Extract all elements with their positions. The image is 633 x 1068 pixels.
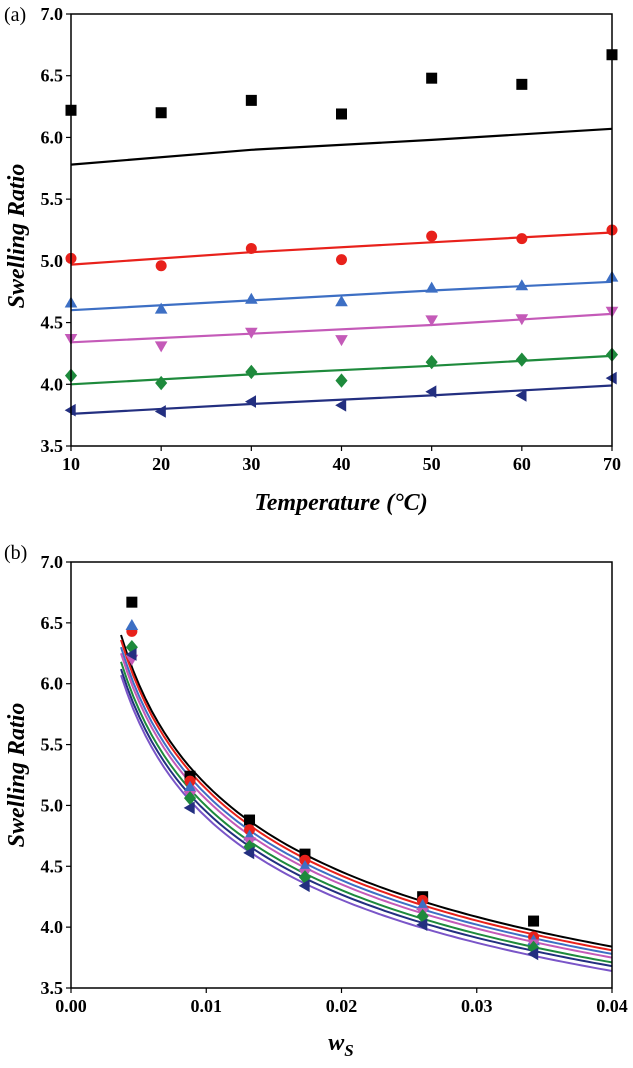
panel-b-ytick-label-5: 6.0	[41, 674, 64, 694]
panel-a-point-s1-3	[336, 254, 347, 266]
panel-a-point-s4-5	[515, 352, 528, 367]
panel-a-xlabel: Temperature (°C)	[254, 490, 427, 516]
panel-b-ylabel: Swelling Ratio	[4, 703, 30, 848]
panel-a-ytick-label-7: 7.0	[41, 4, 64, 24]
panel-b-point-s2-1	[183, 780, 197, 792]
panel-b-xlabel: wS	[328, 1030, 353, 1060]
panel-a-point-s0-4	[426, 72, 438, 84]
panel-a-data-points	[64, 49, 619, 418]
panel-a-point-s4-4	[425, 354, 438, 370]
panel-a-ytick-label-2: 4.5	[41, 313, 64, 333]
panel-a-point-s4-2	[245, 364, 258, 380]
panel-b-xlabel-main: w	[328, 1030, 345, 1056]
panel-b-point-s0-5	[528, 915, 540, 927]
panel-b-point-s5-4	[416, 918, 428, 932]
panel-b-ytick-label-7: 7.0	[41, 552, 64, 572]
panel-b-label: (b)	[4, 542, 27, 564]
panel-a-point-s2-2	[245, 292, 258, 304]
panel-b-ytick-label-1: 4.0	[41, 917, 64, 937]
panel-b-ytick-label-2: 4.5	[41, 856, 64, 876]
panel-b: (b) Swelling Ratio wS 3.5 4.0 4.5 5.0 5.5 6.0…	[4, 542, 628, 1060]
panel-a-point-s5-5	[515, 389, 527, 402]
panel-b-ytick-label-3: 5.0	[41, 795, 64, 815]
panel-b-data-points	[125, 596, 540, 961]
panel-b-fit-line-6	[120, 674, 613, 972]
panel-a-fit-line-0	[70, 127, 613, 166]
panel-a-point-s2-4	[425, 281, 438, 293]
panel-b-point-s2-4	[416, 898, 429, 910]
panel-a-point-s5-6	[605, 371, 617, 385]
panel-a-point-s5-1	[154, 405, 166, 418]
panel-b-point-s0-2	[244, 814, 256, 826]
panel-a-ytick-label-5: 6.0	[41, 127, 64, 147]
panel-b-plot-frame	[70, 561, 613, 989]
panel-a-ticks: 3.5 4.0 4.5 5.0 5.5 6.0 6.5 7.0 10 20 30 40 50 60 70	[41, 4, 622, 474]
panel-a-xtick-label-1: 20	[152, 454, 170, 474]
panel-a-xtick-label-4: 50	[423, 454, 441, 474]
panel-b-ytick-label-0: 3.5	[41, 978, 64, 998]
panel-b-point-s5-1	[183, 801, 195, 815]
panel-a-ytick-label-4: 5.5	[41, 189, 64, 209]
panel-a-xtick-label-0: 10	[62, 454, 80, 474]
panel-a-point-s1-1	[155, 260, 167, 272]
panel-b-xtick-label-2: 0.02	[326, 996, 358, 1016]
panel-a-point-s1-5	[516, 233, 528, 245]
panel-a-point-s5-3	[335, 398, 347, 412]
panel-b-point-s5-5	[527, 947, 539, 961]
panel-a: (a) Swelling Ratio Temperature (°C) 3.5 4…	[4, 4, 621, 516]
panel-a-fit-line-5	[70, 384, 613, 415]
panel-a-point-s3-3	[335, 335, 348, 347]
panel-b-fit-line-0	[120, 634, 613, 948]
panel-a-point-s0-1	[155, 107, 167, 119]
panel-a-point-s5-2	[245, 395, 257, 408]
panel-b-ytick-label-6: 6.5	[41, 613, 64, 633]
panel-a-ytick-label-0: 3.5	[41, 436, 64, 456]
panel-a-point-s2-1	[154, 302, 168, 314]
panel-a-point-s3-5	[515, 314, 529, 326]
panel-a-point-s0-5	[516, 78, 528, 90]
panel-a-point-s2-5	[515, 279, 529, 291]
panel-a-point-s0-2	[245, 94, 257, 106]
panel-a-xtick-label-3: 40	[333, 454, 351, 474]
panel-b-point-s0-0	[126, 596, 138, 608]
panel-a-point-s0-3	[336, 108, 347, 120]
panel-a-point-s5-4	[425, 385, 437, 399]
panel-a-point-s5-0	[64, 403, 76, 417]
panel-a-point-s3-1	[154, 341, 168, 353]
panel-b-point-s2-0	[125, 618, 139, 630]
panel-b-xtick-label-4: 0.04	[596, 996, 628, 1016]
panel-a-plot-frame	[70, 13, 613, 447]
panel-b-ytick-label-4: 5.5	[41, 735, 64, 755]
panel-a-point-s3-2	[245, 327, 258, 339]
panel-a-label: (a)	[4, 4, 26, 26]
panel-b-point-s5-3	[298, 879, 310, 893]
panel-a-point-s4-3	[335, 373, 348, 388]
panel-a-xtick-label-2: 30	[242, 454, 260, 474]
panel-b-point-s5-0	[125, 648, 137, 661]
panel-b-point-s2-3	[298, 859, 312, 871]
panel-a-xtick-label-5: 60	[513, 454, 531, 474]
panel-a-ytick-label-6: 6.5	[41, 66, 64, 86]
panel-b-xtick-label-0: 0.00	[55, 996, 87, 1016]
panel-a-fit-lines	[70, 127, 613, 415]
panel-b-xtick-label-1: 0.01	[191, 996, 223, 1016]
panel-a-xtick-label-6: 70	[603, 454, 621, 474]
panel-a-ytick-label-3: 5.0	[41, 251, 64, 271]
panel-a-point-s1-2	[245, 243, 257, 255]
panel-a-point-s4-1	[155, 375, 168, 391]
panel-b-ticks: 3.5 4.0 4.5 5.0 5.5 6.0 6.5 7.0 0.00 0.01 0.02 0.03…	[41, 552, 628, 1016]
panel-a-ylabel: Swelling Ratio	[4, 164, 30, 309]
panel-b-point-s5-2	[243, 846, 255, 860]
panel-a-ytick-label-1: 4.0	[41, 374, 64, 394]
panel-b-xlabel-subscript: S	[344, 1041, 353, 1060]
panel-a-point-s1-4	[426, 230, 438, 242]
panel-b-point-s4-1	[183, 790, 197, 806]
panel-a-point-s3-4	[425, 315, 438, 327]
panel-b-xtick-label-3: 0.03	[461, 996, 493, 1016]
panel-a-point-s2-3	[335, 295, 348, 307]
